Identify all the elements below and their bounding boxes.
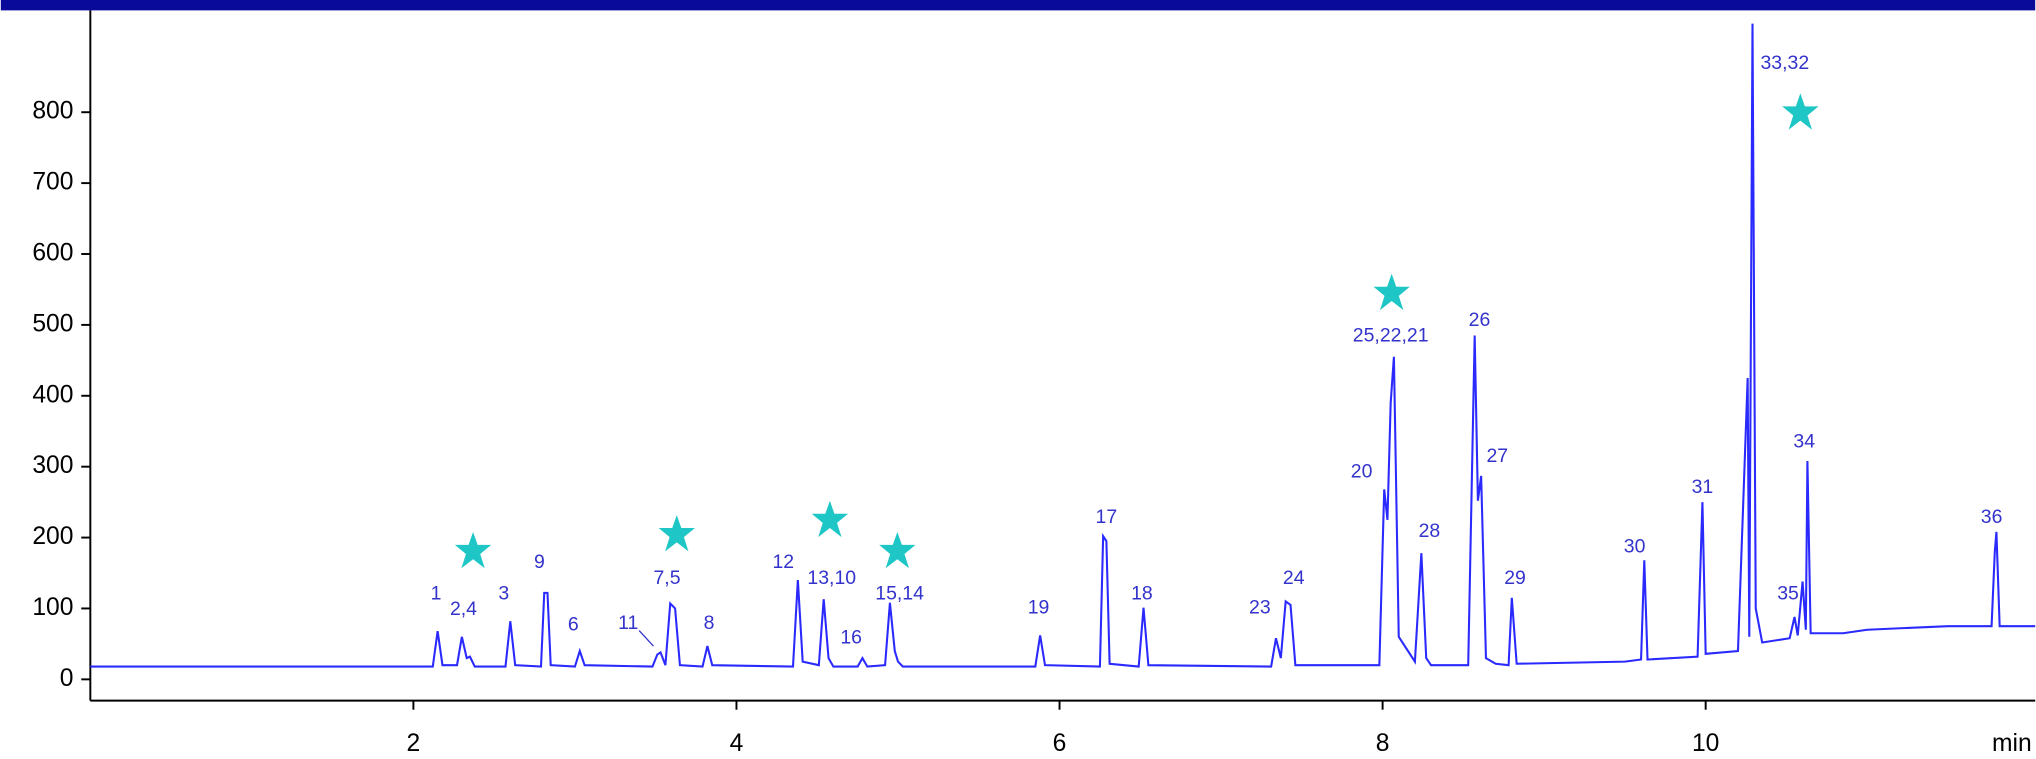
peak-label: 28	[1419, 520, 1441, 542]
y-tick-label: 200	[32, 523, 73, 550]
peak-label: 16	[840, 626, 862, 648]
peak-label: 27	[1486, 445, 1508, 467]
peak-label: 34	[1793, 431, 1815, 453]
peak-label: 18	[1131, 582, 1153, 604]
peak-label: 6	[568, 614, 579, 636]
x-tick-label: 4	[730, 730, 744, 757]
peak-label: 9	[534, 551, 545, 573]
star	[454, 531, 492, 569]
peak-label: 7,5	[653, 567, 680, 589]
y-tick-label: 400	[32, 381, 73, 408]
star	[879, 531, 916, 569]
y-tick-label: 600	[32, 240, 73, 267]
star	[1373, 273, 1410, 311]
peak-label: 17	[1096, 506, 1118, 528]
peak-label: 25,22,21	[1353, 324, 1429, 346]
peak-label: 23	[1249, 597, 1271, 619]
peak-label: 11	[618, 612, 638, 634]
peak-label: 2,4	[450, 598, 477, 620]
star	[1782, 93, 1819, 130]
peak-label: 15,14	[875, 582, 924, 604]
x-axis-label: min	[1992, 730, 2032, 757]
y-tick-label: 700	[32, 169, 73, 196]
y-tick-label: 100	[32, 594, 73, 621]
y-tick-label: 800	[32, 98, 73, 125]
x-tick-label: 8	[1376, 730, 1390, 757]
y-tick-label: 0	[60, 665, 74, 692]
x-tick-label: 6	[1053, 730, 1067, 757]
y-tick-label: 500	[32, 310, 73, 337]
star	[811, 500, 849, 538]
peak-label: 30	[1624, 536, 1646, 558]
peak-label: 1	[431, 582, 442, 604]
stars	[454, 93, 1819, 569]
star	[658, 515, 695, 552]
peak-label: 13,10	[807, 567, 856, 589]
peak-label: 35	[1777, 582, 1799, 604]
peak-label: 3	[498, 582, 509, 604]
peak-label: 36	[1981, 506, 2003, 528]
peak-label: 24	[1283, 567, 1305, 589]
peak-label: 19	[1028, 597, 1050, 619]
peak-label: 31	[1692, 476, 1714, 498]
x-tick-label: 10	[1692, 730, 1719, 757]
pointer	[638, 630, 654, 647]
top-bar	[0, 0, 2036, 11]
x-tick-label: 2	[407, 730, 421, 757]
y-tick-label: 300	[32, 452, 73, 479]
peak-label: 33,32	[1760, 52, 1809, 74]
peak-label: 8	[704, 612, 715, 634]
peak-label: 29	[1504, 567, 1526, 589]
peak-label: 26	[1469, 309, 1491, 331]
peak-label: 20	[1351, 460, 1373, 482]
peak-label: 12	[772, 551, 794, 573]
trace	[90, 23, 2036, 668]
